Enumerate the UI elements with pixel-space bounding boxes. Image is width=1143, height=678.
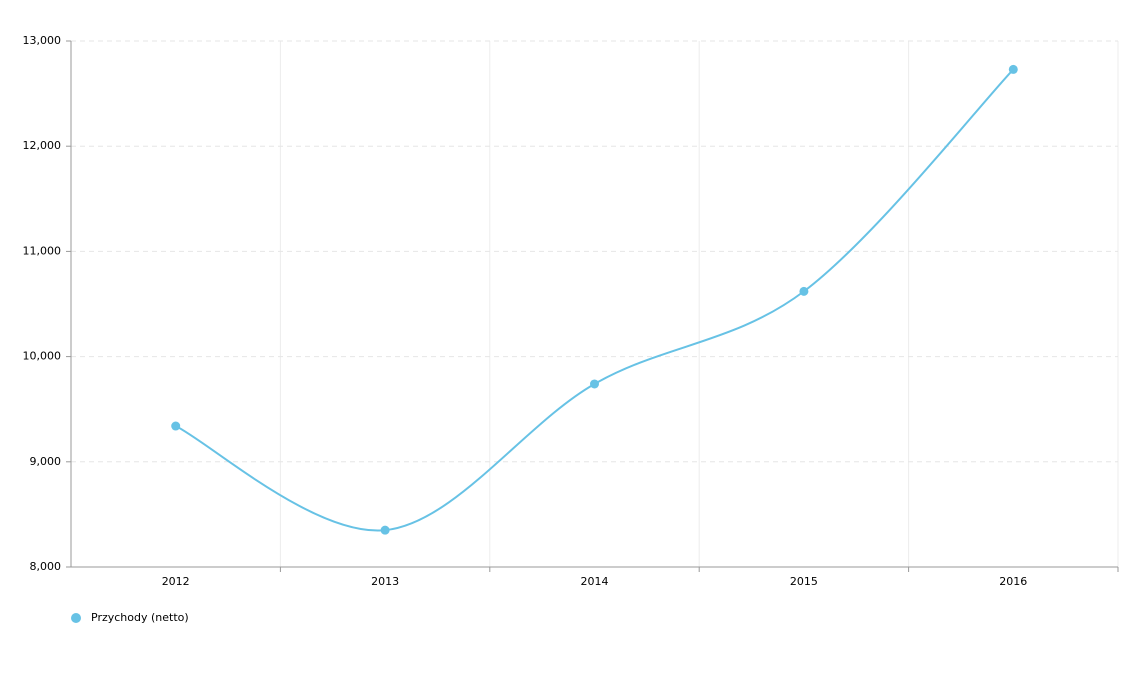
x-tick-label: 2014 [581,575,609,588]
point [380,525,390,535]
y-tick-label: 13,000 [23,34,62,47]
x-tick-label: 2015 [790,575,818,588]
point [171,421,181,431]
x-tick-label: 2013 [371,575,399,588]
y-tick-label: 9,000 [30,455,62,468]
point [799,286,809,296]
x-tick-label: 2012 [162,575,190,588]
y-tick-label: 12,000 [23,139,62,152]
point [590,379,599,389]
point [1008,64,1018,74]
y-tick-label: 8,000 [30,560,62,573]
legend-label: Przychody (netto) [91,611,189,624]
x-tick-label: 2016 [999,575,1027,588]
y-tick-label: 11,000 [23,244,62,257]
y-tick-label: 10,000 [23,350,62,363]
legend-marker [71,613,81,623]
